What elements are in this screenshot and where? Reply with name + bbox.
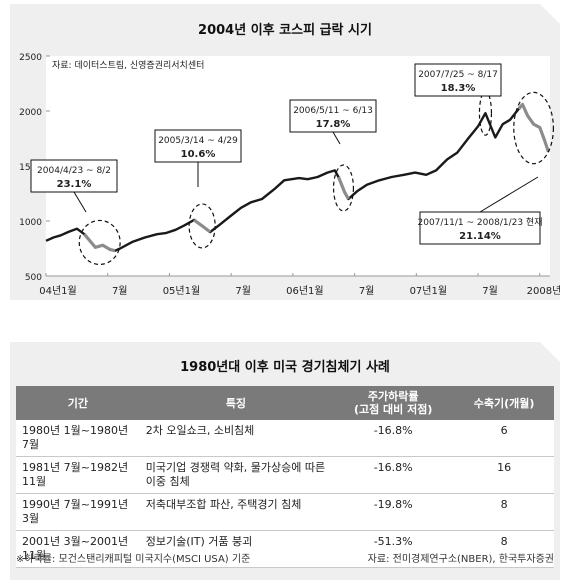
footnote-decline-basis: ※하락률: 모건스탠리캐피털 미국지수(MSCI USA) 기준 [16, 554, 251, 565]
x-tick-label: 7월 [112, 285, 128, 297]
x-tick-label: 06년1월 [286, 285, 324, 297]
panel-corner-notch [540, 342, 560, 362]
recession-table: 기간 특징 주가하락률 (고점 대비 저점) 수축기(개월) 1980년 1월~1… [16, 386, 554, 568]
annotation-leader [479, 176, 539, 213]
annotation-box [154, 129, 242, 163]
source-note: 자료: 데이터스트림, 신영증권리서치센터 [52, 59, 204, 71]
x-tick-label: 7월 [482, 285, 498, 297]
annotation-box [419, 211, 541, 245]
drop-segment [517, 102, 550, 153]
y-tick-label: 500 [25, 273, 42, 283]
header-period: 기간 [16, 386, 140, 420]
drop-segment [193, 218, 212, 234]
footnote-source: 자료: 전미경제연구소(NBER), 한국투자증권 [367, 554, 554, 565]
x-tick-label: 7월 [235, 285, 251, 297]
chart-title: 2004년 이후 코스피 급락 시기 [198, 23, 372, 38]
annotation-period: 2004/4/23 ~ 8/2 [37, 166, 111, 176]
table-panel: 1980년대 이후 미국 경기침체기 사례 기간 특징 주가하락률 (고점 대비 … [10, 342, 560, 580]
cell-period: 1990년 7월~1991년 3월 [16, 493, 140, 531]
annotation-period: 2005/3/14 ~ 4/29 [158, 136, 238, 146]
drop-ellipse [513, 91, 554, 165]
annotation-box [289, 99, 377, 133]
y-tick-label: 2000 [19, 108, 42, 118]
annotation-decline: 23.1% [57, 179, 92, 190]
annotation-decline: 18.3% [441, 83, 476, 94]
table-title: 1980년대 이후 미국 경기침체기 사례 [180, 360, 390, 375]
x-tick-label: 7월 [359, 285, 375, 297]
kospi-line-chart: 자료: 데이터스트림, 신영증권리서치센터5001000150020002500… [19, 53, 560, 297]
cell-period: 2001년 3월~2001년 11월 [16, 530, 140, 568]
cell-months: 6 [454, 420, 554, 457]
header-feature: 특징 [139, 386, 333, 420]
y-tick-label: 2500 [19, 53, 42, 63]
header-months: 수축기(개월) [454, 386, 554, 420]
cell-decline: -16.8% [332, 456, 455, 494]
cell-feature: 미국기업 경쟁력 약화, 물가상승에 따른 이중 침체 [139, 456, 333, 494]
cell-period: 1980년 1월~1980년 7월 [16, 420, 140, 457]
cell-feature: 2차 오일쇼크, 소비침체 [139, 420, 333, 457]
annotation-leader [332, 131, 341, 145]
header-decline: 주가하락률 (고점 대비 저점) [332, 386, 455, 420]
table-header-row: 기간 특징 주가하락률 (고점 대비 저점) 수축기(개월) [16, 386, 554, 420]
drop-ellipse [188, 203, 216, 249]
annotation-decline: 21.14% [459, 231, 501, 242]
annotation-period: 2007/11/1 ~ 2008/1/23 현재 [418, 217, 543, 228]
cell-months: 16 [454, 456, 554, 494]
chart-panel: 2004년 이후 코스피 급락 시기 자료: 데이터스트림, 신영증권리서치센터… [10, 4, 560, 300]
x-tick-label: 05년1월 [163, 285, 201, 297]
table-row: 1990년 7월~1991년 3월 저축대부조합 파산, 주택경기 침체 -19… [16, 493, 554, 531]
x-tick-label: 07년1월 [410, 285, 448, 297]
annotation-box [414, 63, 502, 97]
table-row: 1980년 1월~1980년 7월 2차 오일쇼크, 소비침체 -16.8% 6 [16, 420, 554, 457]
annotation-period: 2006/5/11 ~ 6/13 [293, 106, 373, 116]
cell-months: 8 [454, 493, 554, 531]
recession-table-wrap: 기간 특징 주가하락률 (고점 대비 저점) 수축기(개월) 1980년 1월~1… [16, 386, 554, 568]
annotation-box [30, 159, 118, 193]
drop-segment [83, 233, 116, 253]
cell-months: 8 [454, 530, 554, 568]
panel-corner-notch [540, 4, 560, 24]
cell-decline: -51.3% [332, 530, 455, 568]
drop-ellipse [78, 219, 121, 266]
table-row: 2001년 3월~2001년 11월 정보기술(IT) 거품 붕괴 -51.3%… [16, 530, 554, 568]
cell-period: 1981년 7월~1982년 11월 [16, 456, 140, 494]
cell-feature: 정보기술(IT) 거품 붕괴 [139, 530, 333, 568]
cell-decline: -16.8% [332, 420, 455, 457]
annotation-period: 2007/7/25 ~ 8/17 [418, 70, 498, 80]
annotation-decline: 10.6% [181, 149, 216, 160]
cell-decline: -19.8% [332, 493, 455, 531]
kospi-line [45, 103, 550, 252]
x-tick-label: 2008년1월 [527, 285, 560, 297]
cell-feature: 저축대부조합 파산, 주택경기 침체 [139, 493, 333, 531]
table-row: 1981년 7월~1982년 11월 미국기업 경쟁력 약화, 물가상승에 따른… [16, 456, 554, 494]
annotation-decline: 17.8% [316, 119, 351, 130]
annotation-leader [73, 191, 87, 213]
y-tick-label: 1000 [19, 218, 42, 228]
drop-segment [337, 176, 350, 200]
drop-ellipse [332, 164, 355, 212]
x-tick-label: 04년1월 [39, 285, 77, 297]
